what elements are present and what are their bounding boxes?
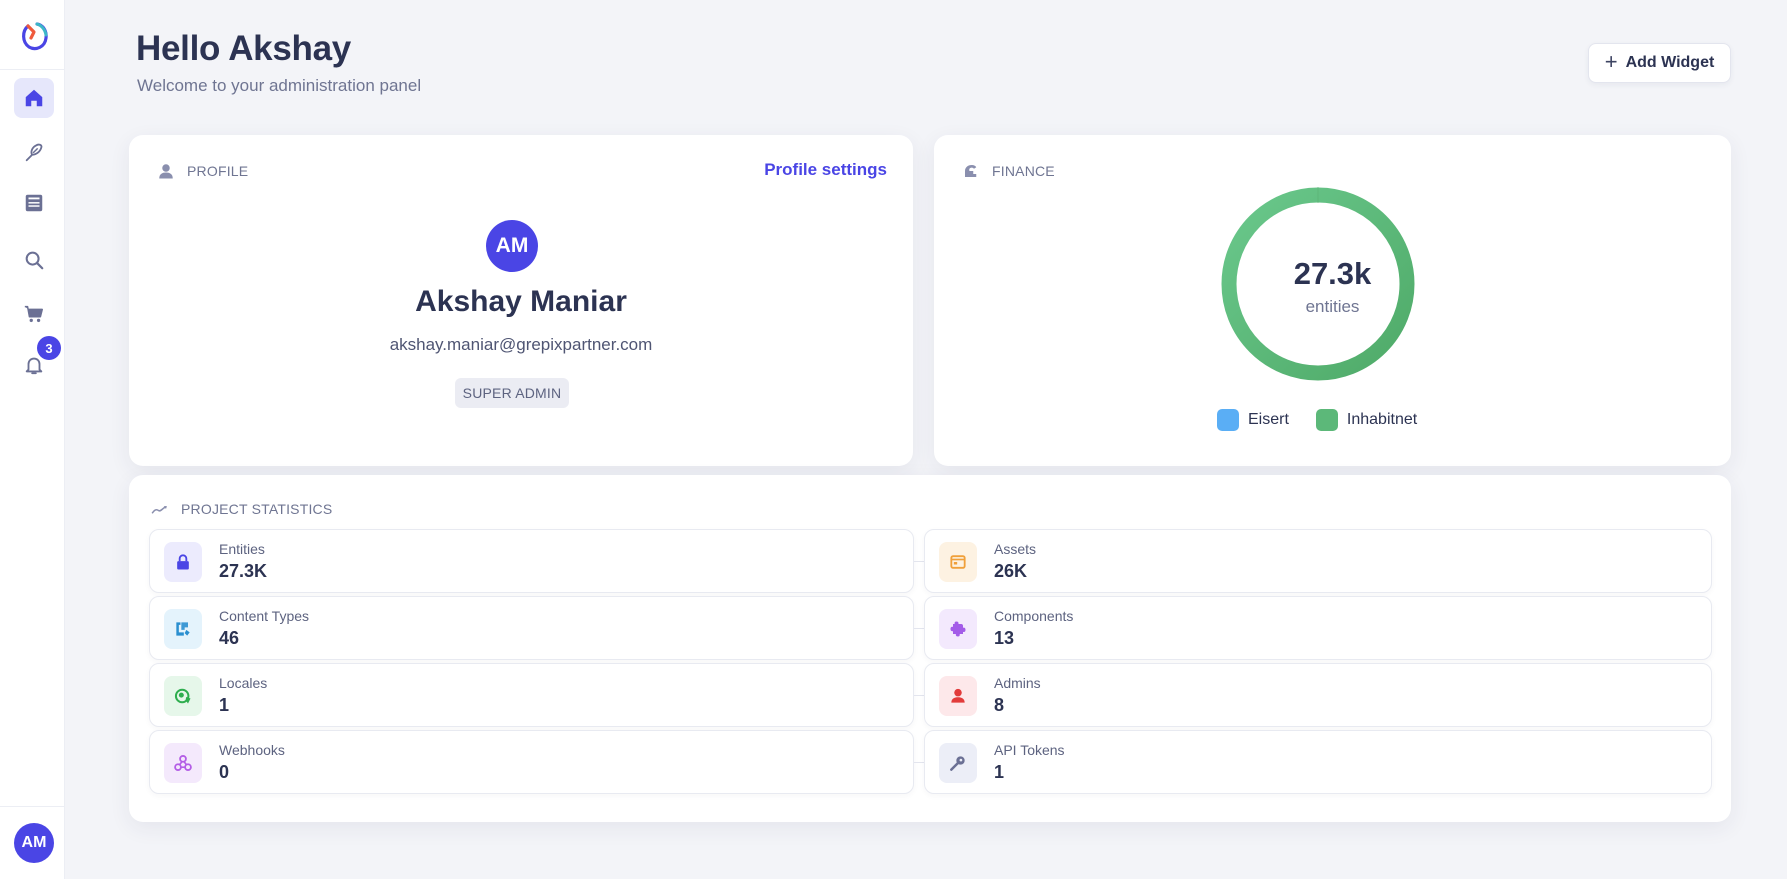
profile-avatar: AM (486, 220, 538, 272)
stat-assets[interactable]: Assets 26K (924, 529, 1712, 593)
stat-value: 13 (994, 628, 1015, 648)
stat-label: Assets (994, 541, 1037, 557)
stat-label: Content Types (219, 608, 310, 624)
stat-value: 1 (994, 762, 1005, 782)
legend-label: Eisert (1248, 411, 1289, 428)
stat-label: Webhooks (219, 742, 285, 758)
sidebar-divider (0, 69, 65, 70)
page-subtitle: Welcome to your administration panel (137, 76, 422, 95)
user-icon (159, 164, 173, 179)
profile-heading: PROFILE (187, 163, 249, 179)
stat-label: Locales (219, 675, 268, 691)
user-icon (951, 688, 965, 703)
stat-content-types[interactable]: Content Types 46 (149, 596, 914, 660)
sidebar-divider (0, 806, 65, 807)
sidebar-item-notifications[interactable] (14, 345, 54, 385)
cart-icon (24, 305, 43, 323)
image-icon (950, 555, 966, 569)
stat-value: 0 (219, 762, 230, 782)
stat-label: API Tokens (994, 742, 1065, 758)
app-logo[interactable] (19, 18, 49, 52)
sidebar-item-home[interactable] (14, 78, 54, 118)
legend-swatch (1315, 409, 1338, 431)
legend-item-inhabitnet[interactable]: Inhabitnet (1315, 409, 1418, 431)
puzzle-icon (950, 621, 966, 637)
page-title: Hello Akshay (136, 29, 351, 68)
role-badge: SUPER ADMIN (455, 378, 569, 408)
legend-swatch (1217, 409, 1239, 431)
home-icon (25, 89, 43, 107)
donut-chart (1221, 187, 1415, 381)
stat-label: Entities (219, 541, 265, 557)
stat-webhooks[interactable]: Webhooks 0 (149, 730, 914, 794)
row-connector (914, 762, 926, 763)
stat-value: 8 (994, 695, 1005, 715)
layout-icon (25, 194, 43, 212)
stats-heading: PROJECT STATISTICS (181, 501, 333, 517)
profile-widget: PROFILE Profile settings AM Akshay Mania… (129, 135, 913, 466)
stat-icon-bg (164, 542, 202, 582)
notification-badge: 3 (37, 336, 61, 360)
stat-entities[interactable]: Entities 27.3K (149, 529, 914, 593)
stat-icon-bg (939, 676, 977, 716)
key-icon (950, 756, 965, 771)
sidebar-item-marketplace[interactable] (14, 294, 54, 334)
donut-center-label: entities (1305, 297, 1360, 316)
sidebar-item-search[interactable] (14, 240, 54, 280)
stat-label: Components (994, 608, 1074, 624)
stat-value: 27.3K (219, 561, 268, 581)
globe-icon (174, 688, 191, 704)
trend-icon (151, 506, 167, 514)
legend-item-eisert[interactable]: Eisert (1217, 409, 1289, 431)
profile-name: Akshay Maniar (415, 285, 627, 318)
bell-icon (25, 357, 43, 375)
sidebar: 3 AM (0, 0, 65, 879)
plus-icon: + (1604, 49, 1618, 74)
stat-icon-bg (939, 542, 977, 582)
stat-value: 26K (994, 561, 1028, 581)
project-statistics-widget: PROJECT STATISTICS Entities 27.3K Conten… (129, 475, 1731, 822)
profile-email: akshay.maniar@grepixpartner.com (389, 335, 653, 354)
donut-center-value: 27.3k (1293, 256, 1372, 291)
stat-value: 1 (219, 695, 230, 715)
legend-label: Inhabitnet (1346, 411, 1418, 428)
feather-pen-icon (25, 143, 43, 162)
row-connector (914, 561, 926, 562)
add-widget-label: Add Widget (1625, 54, 1715, 71)
stats-widget-header: PROJECT STATISTICS (151, 500, 332, 518)
chart-legend: Eisert Inhabitnet (1217, 409, 1417, 431)
stat-admins[interactable]: Admins 8 (924, 663, 1712, 727)
profile-widget-header: PROFILE (157, 162, 248, 180)
stat-locales[interactable]: Locales 1 (149, 663, 914, 727)
piggy-bank-icon (965, 165, 977, 177)
webhook-icon (174, 755, 192, 771)
add-widget-button[interactable]: + Add Widget (1588, 43, 1731, 83)
finance-widget-header: FINANCE (962, 162, 1055, 180)
row-connector (914, 628, 926, 629)
content-types-icon (176, 622, 190, 636)
finance-widget: FINANCE 27.3k entities Eisert Inhabitnet (934, 135, 1731, 466)
stat-icon-bg (164, 609, 202, 649)
stat-label: Admins (994, 675, 1041, 691)
user-avatar[interactable]: AM (14, 823, 54, 863)
stat-value: 46 (219, 628, 240, 648)
lock-icon (177, 554, 189, 570)
profile-settings-link[interactable]: Profile settings (764, 160, 887, 179)
stat-icon-bg (164, 676, 202, 716)
stat-icon-bg (164, 743, 202, 783)
row-connector (914, 695, 926, 696)
stat-components[interactable]: Components 13 (924, 596, 1712, 660)
search-icon (25, 251, 44, 270)
sidebar-item-content-type-builder[interactable] (14, 183, 54, 223)
stat-api-tokens[interactable]: API Tokens 1 (924, 730, 1712, 794)
sidebar-item-content-manager[interactable] (14, 132, 54, 172)
stat-icon-bg (939, 743, 977, 783)
stat-icon-bg (939, 609, 977, 649)
finance-heading: FINANCE (992, 163, 1055, 179)
